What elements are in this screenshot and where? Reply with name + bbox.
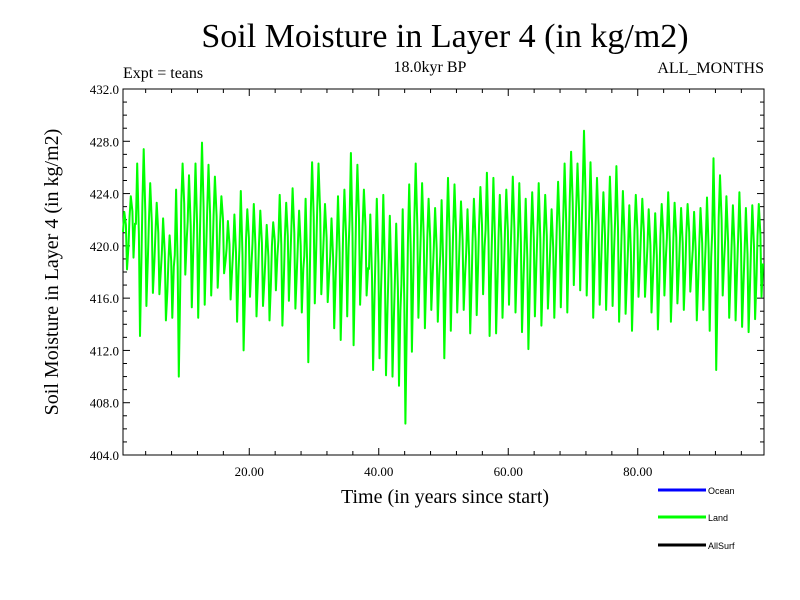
y-tick-label: 408.0	[90, 396, 119, 411]
x-axis-label: Time (in years since start)	[341, 486, 549, 508]
y-axis-label: Soil Moisture in Layer 4 (in kg/m2)	[41, 129, 63, 416]
y-tick-label: 416.0	[90, 291, 119, 306]
legend-label: Ocean	[708, 486, 735, 496]
legend-label: AllSurf	[708, 541, 735, 551]
y-tick-label: 412.0	[90, 343, 119, 358]
legend-label: Land	[708, 513, 728, 523]
months-label: ALL_MONTHS	[657, 60, 764, 77]
y-tick-label: 428.0	[90, 134, 119, 149]
chart-subtitle: 18.0kyr BP	[394, 59, 467, 76]
experiment-label: Expt = teans	[123, 65, 203, 82]
series-line-land	[122, 129, 764, 425]
x-tick-label: 80.00	[623, 464, 652, 479]
y-tick-label: 432.0	[90, 82, 119, 97]
x-tick-label: 60.00	[494, 464, 523, 479]
legend: Ocean Land AllSurf	[658, 486, 735, 551]
y-tick-label: 424.0	[90, 187, 119, 202]
y-tick-label: 404.0	[90, 448, 119, 463]
chart-title: Soil Moisture in Layer 4 (in kg/m2)	[201, 18, 688, 55]
y-tick-label: 420.0	[90, 239, 119, 254]
x-tick-label: 40.00	[364, 464, 393, 479]
x-tick-label: 20.00	[235, 464, 264, 479]
plot-area: 404.0 408.0 412.0 416.0 420.0 424.0 428.0 432.0…	[90, 82, 765, 479]
